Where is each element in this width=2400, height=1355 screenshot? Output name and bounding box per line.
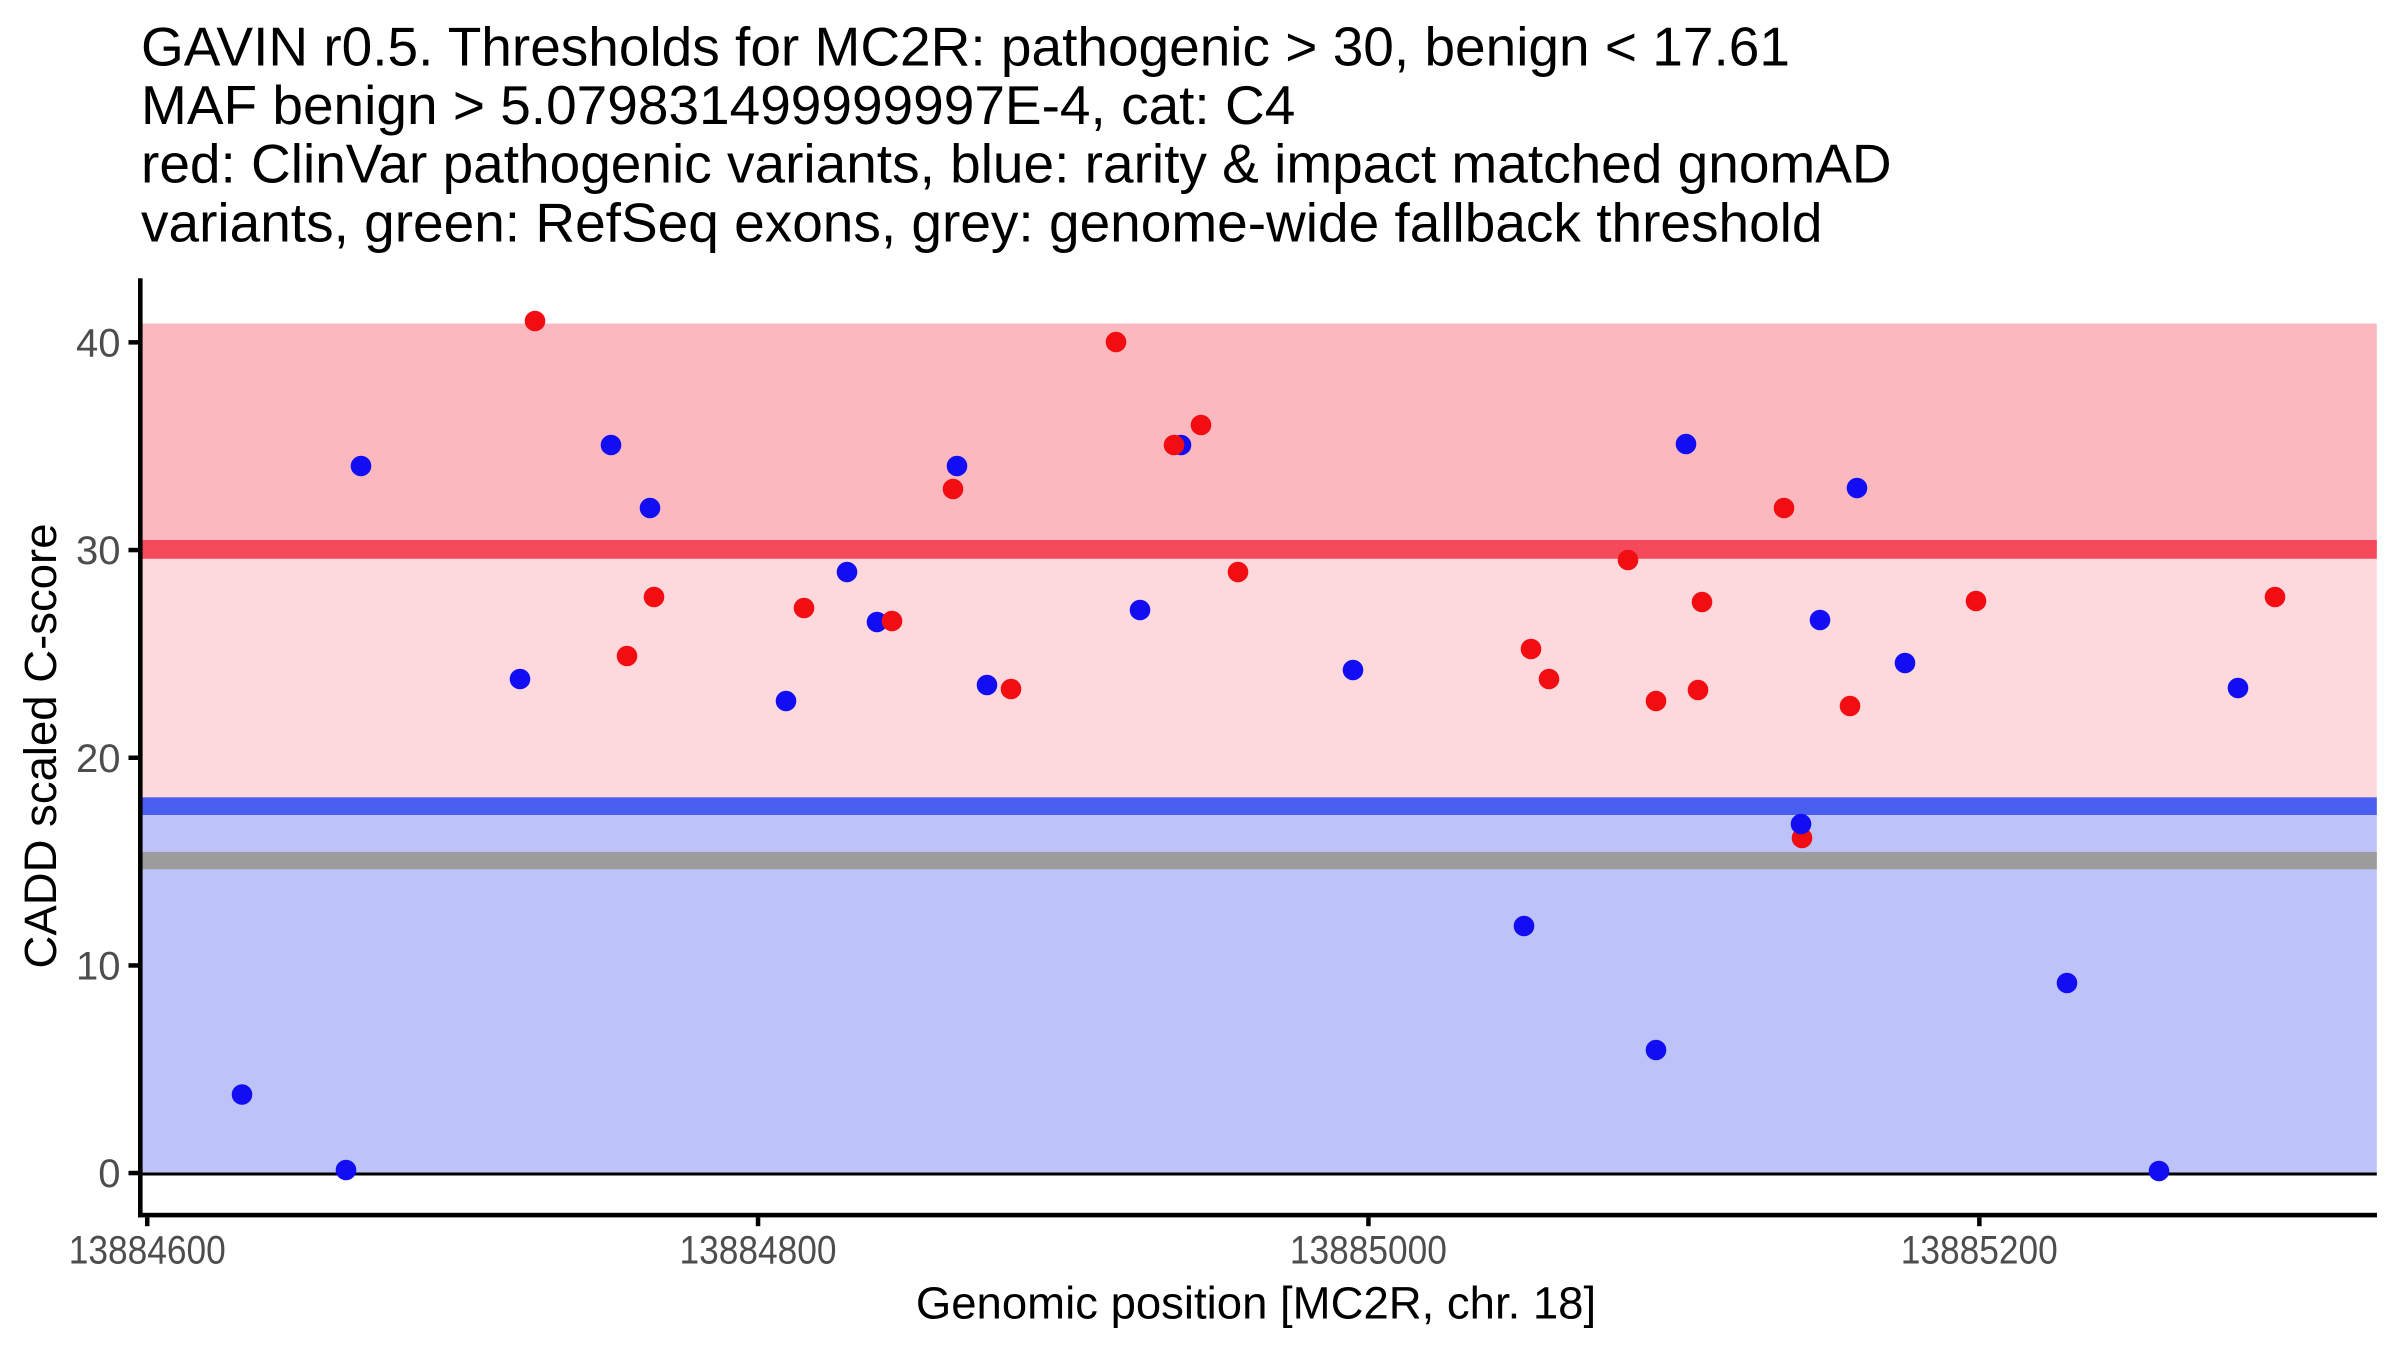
- svg-text:0: 0: [98, 1152, 120, 1196]
- svg-text:13885200: 13885200: [1901, 1229, 2058, 1273]
- svg-text:variants, green: RefSeq exons,: variants, green: RefSeq exons, grey: gen…: [141, 191, 1822, 253]
- svg-text:13884800: 13884800: [680, 1229, 837, 1273]
- svg-text:20: 20: [76, 737, 121, 781]
- svg-text:CADD scaled C-score: CADD scaled C-score: [15, 523, 66, 968]
- svg-text:30: 30: [76, 529, 121, 573]
- svg-text:red: ClinVar pathogenic varian: red: ClinVar pathogenic variants, blue: …: [141, 133, 1892, 195]
- svg-text:10: 10: [76, 945, 121, 989]
- svg-text:13884600: 13884600: [69, 1229, 226, 1273]
- svg-text:40: 40: [76, 322, 121, 366]
- svg-text:MAF benign > 5.079831499999997: MAF benign > 5.079831499999997E-4, cat: …: [141, 74, 1295, 136]
- svg-text:GAVIN r0.5. Thresholds for MC2: GAVIN r0.5. Thresholds for MC2R: pathoge…: [141, 16, 1790, 78]
- svg-text:Genomic position [MC2R, chr. 1: Genomic position [MC2R, chr. 18]: [916, 1277, 1596, 1328]
- svg-text:13885000: 13885000: [1290, 1229, 1447, 1273]
